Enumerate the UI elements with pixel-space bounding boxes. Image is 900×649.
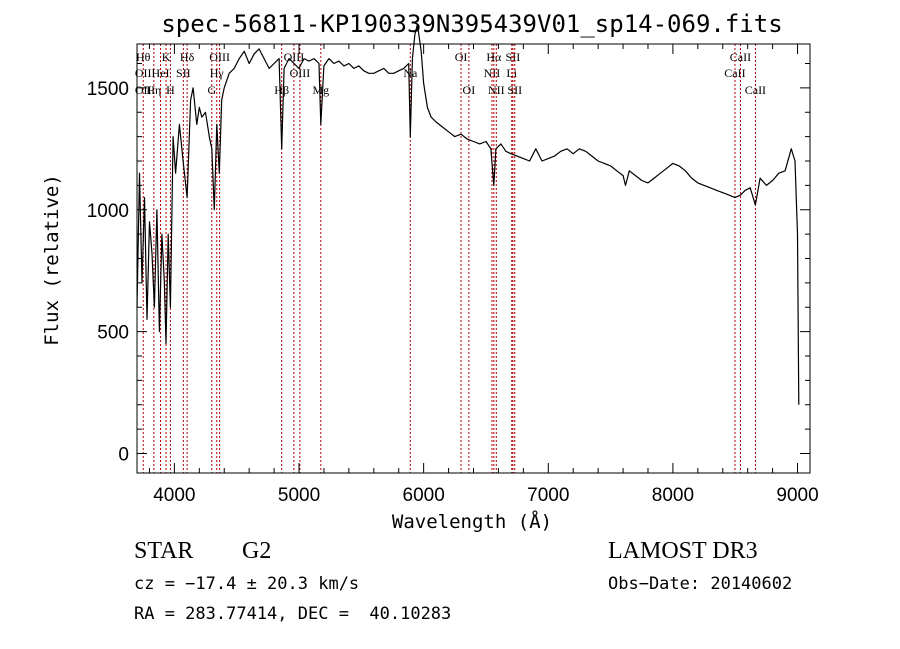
y-tick-label: 1500 (87, 79, 129, 100)
line-label: OIII (209, 50, 230, 64)
redshift-text: cz = −17.4 ± 20.3 km/s (134, 574, 360, 594)
y-axis-label: Flux (relative) (41, 174, 63, 346)
line-label: OII (135, 66, 152, 80)
line-label: Hθ (136, 50, 151, 64)
line-label: OII (135, 83, 152, 97)
spectral-line-markers: HθOIIOIIHηHeIKHSIIHδGHγOIIIHβOIIIOIIIMgN… (135, 44, 766, 473)
chart-title: spec-56811-KP190339N395439V01_sp14-069.f… (161, 10, 782, 38)
line-label: G (207, 83, 216, 97)
obs-date-text: Obs−Date: 20140602 (608, 574, 793, 594)
line-label: OI (463, 83, 476, 97)
line-label: Hβ (274, 83, 289, 97)
line-label: Hη (146, 83, 161, 97)
plot-frame (136, 43, 811, 474)
line-label: CaII (724, 66, 745, 80)
line-label: OIII (290, 66, 311, 80)
line-label: Hα (486, 50, 502, 64)
coords-text: RA = 283.77414, DEC = 40.10283 (134, 604, 452, 624)
spectrum-series (136, 23, 800, 405)
line-label: Li (506, 66, 517, 80)
axis-ticks: 4000 5000 6000 7000 8000 9000 0 500 1000 1500 (87, 44, 819, 506)
line-label: SII (507, 83, 522, 97)
line-label: K (162, 50, 171, 64)
line-label: NII (488, 83, 505, 97)
line-label: NII (484, 66, 501, 80)
line-label: OI (455, 50, 468, 64)
y-tick-label: 0 (118, 445, 129, 466)
line-label: Hγ (210, 66, 225, 80)
line-label: SII (176, 66, 191, 80)
object-subclass: G2 (242, 538, 272, 564)
line-label: Mg (312, 83, 329, 97)
object-class: STAR (134, 538, 194, 564)
line-label: SII (506, 50, 521, 64)
x-tick-label: 5000 (278, 485, 320, 506)
line-label: HeI (152, 66, 170, 80)
x-axis-label: Wavelength (Å) (392, 510, 552, 533)
line-label: H (166, 83, 175, 97)
x-tick-label: 8000 (652, 485, 694, 506)
line-label: CaII (745, 83, 766, 97)
x-tick-label: 9000 (776, 485, 818, 506)
x-tick-label: 4000 (153, 485, 195, 506)
y-tick-label: 1000 (87, 201, 129, 222)
y-tick-label: 500 (97, 323, 129, 344)
line-label: Hδ (180, 50, 195, 64)
line-label: Na (403, 66, 418, 80)
survey-name: LAMOST DR3 (608, 538, 758, 564)
line-label: CaII (730, 50, 751, 64)
x-tick-label: 6000 (403, 485, 445, 506)
x-tick-label: 7000 (527, 485, 569, 506)
spectrum-line (136, 23, 800, 405)
